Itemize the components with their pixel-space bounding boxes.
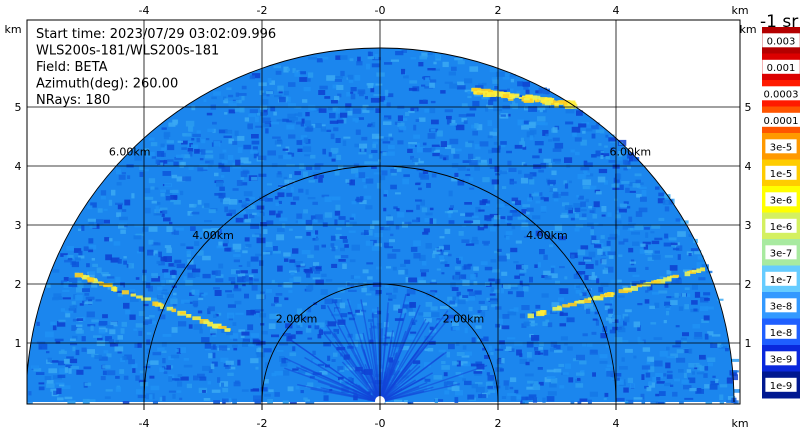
y-tick-label-right: 4 <box>745 160 752 173</box>
x-tick-label-bottom: 2 <box>495 417 502 430</box>
colorbar-label-box <box>765 245 797 260</box>
y-tick-label-right: 2 <box>745 278 752 291</box>
scan-info-line: NRays: 180 <box>36 93 110 108</box>
colorbar-label-box <box>765 139 797 154</box>
colorbar-label: 3e-7 <box>770 248 793 259</box>
colorbar-label: 1e-8 <box>770 328 793 339</box>
y-unit-label-left: km <box>4 23 21 36</box>
x-tick-label-bottom: -2 <box>257 417 268 430</box>
scan-info-line: Azimuth(deg): 260.00 <box>36 77 178 92</box>
x-tick-label-top: -4 <box>139 4 150 17</box>
colorbar-label-box <box>765 271 797 286</box>
range-ring-label: 4.00km <box>192 229 234 242</box>
colorbar-label-box <box>759 112 800 127</box>
x-tick-label-top: -0 <box>375 4 386 17</box>
colorbar-label: 0.003 <box>767 36 796 47</box>
y-tick-label-left: 4 <box>15 160 22 173</box>
colorbar-label-box <box>762 59 800 74</box>
colorbar-label: 3e-6 <box>770 195 793 206</box>
colorbar-label: 3e-9 <box>770 354 793 365</box>
x-tick-label-top: 4 <box>613 4 620 17</box>
range-ring-label: 2.00km <box>443 313 485 326</box>
colorbar-label: 0.0003 <box>764 89 799 100</box>
colorbar-label-box <box>759 86 800 101</box>
y-tick-label-left: 2 <box>15 278 22 291</box>
colorbar-label-box <box>765 192 797 207</box>
colorbar-label: 1e-5 <box>770 169 793 180</box>
colorbar-label: 1e-7 <box>770 275 793 286</box>
streak-left <box>74 272 231 332</box>
colorbar-label: 3e-5 <box>770 142 793 153</box>
x-tick-label-bottom: -0 <box>375 417 386 430</box>
x-tick-label-top: 2 <box>495 4 502 17</box>
colorbar-label-box <box>762 33 800 48</box>
colorbar-label-box <box>765 218 797 233</box>
range-ring-label: 6.00km <box>109 146 151 159</box>
colorbar-label: 1e-6 <box>770 222 793 233</box>
colorbar: 0.003 0.001 0.0003 0.0001 3e-5 1e-5 3e-6 1e-6 3e… <box>759 12 800 399</box>
plot-frame <box>26 19 741 405</box>
grid-lines <box>27 20 740 404</box>
range-ring-label: 2.00km <box>276 313 318 326</box>
scan-info-block: Start time: 2023/07/29 03:02:09.996 WLS20… <box>36 27 276 108</box>
streak-right <box>527 267 706 319</box>
colorbar-label-box <box>765 351 797 366</box>
x-unit-label-bottom: km <box>731 417 748 430</box>
colorbar-label-box <box>765 165 797 180</box>
range-ring-label: 6.00km <box>610 146 652 159</box>
colorbar-label-box <box>765 324 797 339</box>
colorbar-label: 0.0001 <box>764 116 799 127</box>
axes: -4 -4 -2 -2 -0 -0 2 2 4 4 1 1 2 2 3 3 4 4 5 5 km km km km <box>4 4 756 430</box>
y-tick-label-right: 5 <box>745 101 752 114</box>
y-tick-label-right: 3 <box>745 219 752 232</box>
scan-info-line: Field: BETA <box>36 60 108 75</box>
scan-info-line: Start time: 2023/07/29 03:02:09.996 <box>36 27 276 42</box>
x-unit-label-top: km <box>731 4 748 17</box>
colorbar-label: 0.001 <box>767 63 796 74</box>
y-unit-label-right: km <box>739 23 756 36</box>
y-tick-label-left: 1 <box>15 337 22 350</box>
colorbar-label: 1e-9 <box>770 381 793 392</box>
y-tick-label-right: 1 <box>745 337 752 350</box>
colorbar-label-box <box>765 377 797 392</box>
y-tick-label-left: 5 <box>15 101 22 114</box>
scan-info-line: WLS200s-181/WLS200s-181 <box>36 44 219 59</box>
x-tick-label-bottom: -4 <box>139 417 150 430</box>
colorbar-label-box <box>765 298 797 313</box>
y-tick-label-left: 3 <box>15 219 22 232</box>
range-ring-label: 4.00km <box>526 229 568 242</box>
x-tick-label-top: -2 <box>257 4 268 17</box>
x-tick-label-bottom: 4 <box>613 417 620 430</box>
colorbar-label: 3e-8 <box>770 301 793 312</box>
colorbar-title: -1 sr <box>760 12 798 32</box>
